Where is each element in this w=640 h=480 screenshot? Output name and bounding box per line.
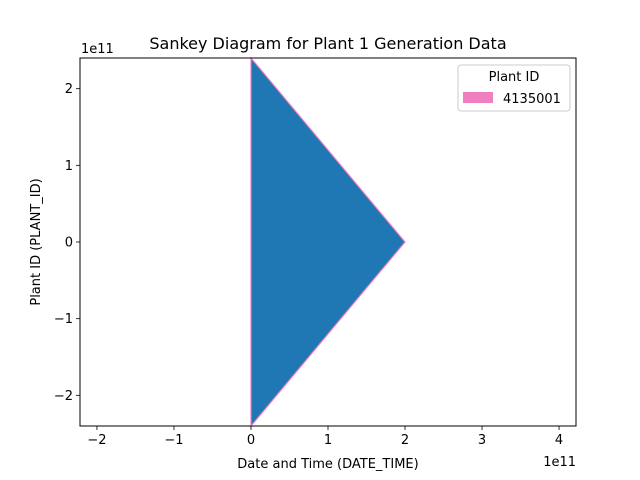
y-axis-ticks: −2 −1 0 1 2 [54,82,80,404]
legend-entry-label: 4135001 [503,92,561,107]
x-offset-text: 1e11 [543,455,576,470]
x-tick-label: 0 [247,433,255,448]
y-axis-label: Plant ID (PLANT_ID) [29,178,44,305]
x-tick-label: −1 [164,433,183,448]
chart-title: Sankey Diagram for Plant 1 Generation Da… [149,34,506,53]
x-tick-label: 4 [555,433,563,448]
x-tick-label: −2 [87,433,106,448]
y-tick-label: −2 [54,389,73,404]
x-axis-label: Date and Time (DATE_TIME) [237,457,418,472]
legend-title: Plant ID [489,70,540,85]
legend: Plant ID 4135001 [457,64,571,112]
y-tick-label: −1 [54,312,73,327]
x-tick-label: 1 [324,433,332,448]
y-tick-label: 2 [65,82,73,97]
x-axis-ticks: −2 −1 0 1 2 3 4 [87,426,563,448]
legend-swatch [463,92,493,103]
x-tick-label: 3 [478,433,486,448]
series-0-flow-shape [250,56,406,428]
y-tick-label: 1 [65,159,73,174]
x-tick-label: 2 [401,433,409,448]
y-offset-text: 1e11 [81,42,114,57]
y-tick-label: 0 [65,236,73,251]
